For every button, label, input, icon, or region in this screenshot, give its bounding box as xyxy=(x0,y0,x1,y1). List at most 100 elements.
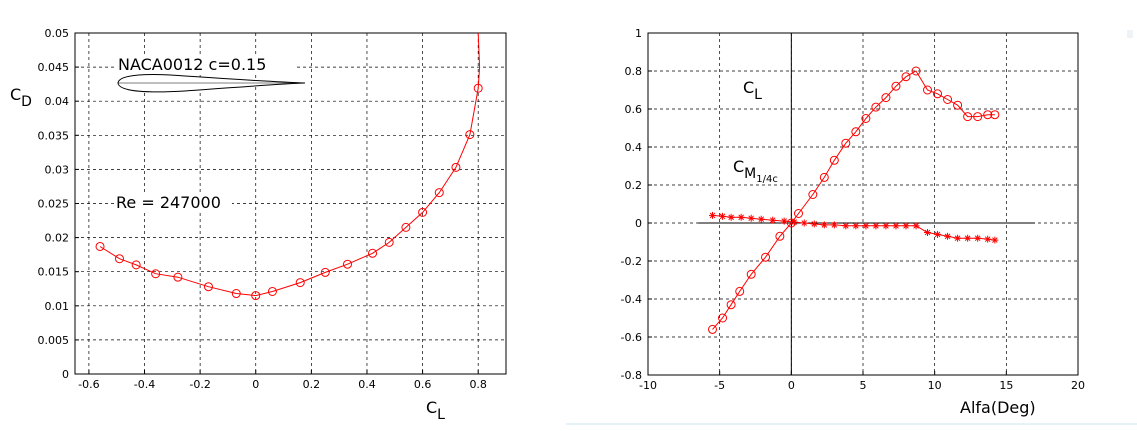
drag-polar-plot: -0.6 -0.4 -0.2 0 0.2 0.4 0.6 0.8 0 0.005 0.01 0.01… xyxy=(10,27,507,423)
series-line xyxy=(99,32,481,297)
x-tick-label: -0.4 xyxy=(134,378,155,391)
x-tick-label: -5 xyxy=(714,379,725,392)
x-tick-label: 0.4 xyxy=(358,378,376,391)
data-point xyxy=(851,127,861,137)
data-point xyxy=(173,272,183,282)
y-tick-label: 0.005 xyxy=(38,334,70,347)
annotation-airfoil-text: NACA0012 c=0.15 xyxy=(118,55,266,74)
data-point xyxy=(295,278,305,288)
series-label-cm-main: C xyxy=(733,157,744,176)
data-point xyxy=(923,85,932,95)
x-tick-label: 10 xyxy=(928,379,942,392)
data-point-star xyxy=(830,221,838,229)
y-tick-label: 0.045 xyxy=(38,61,70,74)
series-label-cl: CL xyxy=(743,78,762,103)
y-tick-label: 0.6 xyxy=(625,103,643,116)
y-tick-label: 0.2 xyxy=(625,179,643,192)
data-point xyxy=(465,130,475,140)
data-point xyxy=(933,89,943,99)
data-point xyxy=(418,207,428,217)
x-tick-label: 0.6 xyxy=(414,378,432,391)
x-tick-label: 0 xyxy=(788,379,795,392)
x-tick-label: -0.6 xyxy=(78,378,99,391)
y-axis-label-1-sub: D xyxy=(21,94,32,110)
cl-cm-series xyxy=(708,66,1000,334)
y-tick-label: 1 xyxy=(635,27,642,40)
data-point xyxy=(829,155,839,165)
data-point xyxy=(761,252,771,262)
data-point-star xyxy=(912,222,920,230)
data-point-star xyxy=(882,222,890,230)
data-point xyxy=(726,300,736,310)
series-label-cm-subsub: 1/4c xyxy=(756,174,778,185)
x-tick-label: 0.8 xyxy=(469,378,487,391)
data-point xyxy=(953,100,963,110)
data-point-star xyxy=(757,215,765,223)
data-point xyxy=(231,289,241,299)
data-point-star xyxy=(820,221,828,229)
data-point-star xyxy=(800,219,808,227)
data-point xyxy=(434,188,444,198)
data-point xyxy=(963,112,973,122)
y-tick-label: 0 xyxy=(62,368,69,381)
data-point-star xyxy=(892,222,900,230)
data-point xyxy=(735,286,745,296)
data-point xyxy=(384,237,394,247)
y-tick-label: 0.035 xyxy=(38,129,70,142)
data-point xyxy=(95,241,105,251)
data-point-star xyxy=(719,212,727,220)
data-point-star xyxy=(944,232,952,240)
y-axis-label-1: CD xyxy=(10,85,32,110)
edge-marker xyxy=(1127,30,1133,38)
x-tick-labels-1: -0.6 -0.4 -0.2 0 0.2 0.4 0.6 0.8 xyxy=(78,378,487,391)
y-tick-label: 0 xyxy=(635,217,642,230)
data-point xyxy=(473,83,483,93)
x-tick-label: 20 xyxy=(1071,379,1085,392)
cd-cl-series xyxy=(95,32,483,301)
x-tick-labels-2: -10 -5 0 5 10 15 20 xyxy=(639,379,1085,392)
series-label-cm-sub: M xyxy=(744,166,756,182)
y-tick-label: -0.2 xyxy=(621,255,642,268)
data-point xyxy=(819,172,829,182)
data-point xyxy=(901,72,911,82)
data-point-star xyxy=(991,236,999,244)
data-point xyxy=(708,324,717,334)
series-label-cl-main: C xyxy=(743,78,754,97)
annotation-re: Re = 247000 xyxy=(114,192,232,212)
data-point xyxy=(746,269,756,279)
data-point xyxy=(973,112,983,122)
data-point-star xyxy=(974,234,982,242)
data-point xyxy=(943,95,953,104)
data-point xyxy=(881,93,891,103)
y-tick-labels-2: -0.8 -0.6 -0.4 -0.2 0 0.2 0.4 0.6 0.8 1 xyxy=(621,27,642,382)
data-point-star xyxy=(842,222,850,230)
data-point-star xyxy=(872,222,880,230)
y-tick-label: 0.025 xyxy=(38,198,70,211)
y-tick-label: 0.015 xyxy=(38,266,70,279)
data-point-star xyxy=(852,222,860,230)
data-point xyxy=(267,286,277,296)
data-point-star xyxy=(954,234,962,242)
x-axis-label-1: CL xyxy=(426,398,445,423)
data-point xyxy=(718,313,728,323)
x-tick-label: 0.2 xyxy=(303,378,321,391)
data-point xyxy=(151,269,161,279)
y-tick-labels-1: 0 0.005 0.01 0.015 0.02 0.025 0.03 0.035 0.04 0.0… xyxy=(38,27,70,381)
data-point xyxy=(775,231,785,241)
x-tick-label: -0.2 xyxy=(189,378,210,391)
series-label-cl-sub: L xyxy=(754,87,762,103)
y-tick-label: 0.02 xyxy=(45,232,70,245)
data-point xyxy=(131,260,141,270)
y-tick-label: -0.8 xyxy=(621,369,642,382)
series-line xyxy=(712,70,995,330)
y-tick-label: 0.8 xyxy=(625,65,643,78)
data-point-star xyxy=(780,217,788,225)
data-point xyxy=(871,102,881,112)
data-point-star xyxy=(902,222,910,230)
zero-axes-2 xyxy=(698,33,1035,375)
y-tick-label: 0.04 xyxy=(45,95,70,108)
x-tick-label: -10 xyxy=(639,379,657,392)
data-point xyxy=(983,110,993,120)
